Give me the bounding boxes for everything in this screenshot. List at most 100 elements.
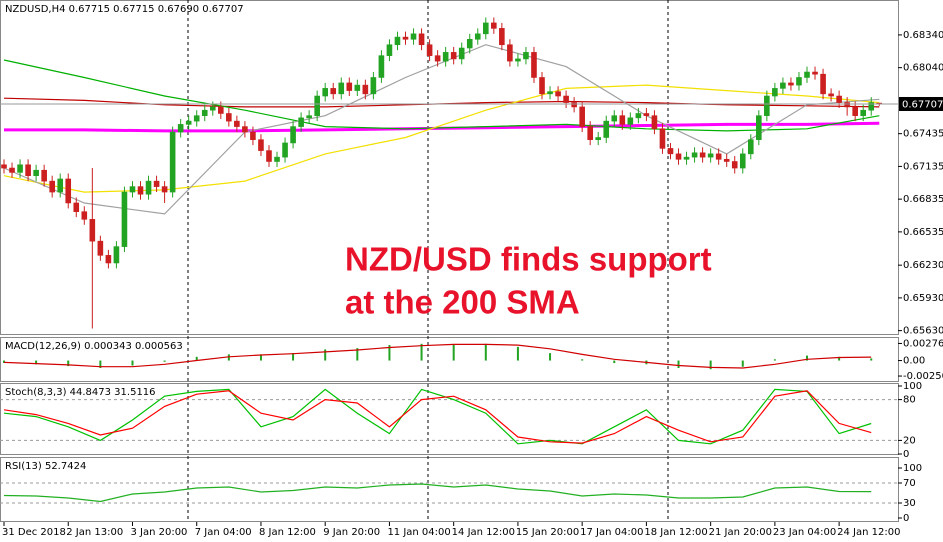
candle-body [65,178,72,204]
histogram-bar [773,359,776,361]
y-tick-label: 0 [903,513,909,524]
histogram-bar [838,356,841,361]
panel-title: MACD(12,26,9) 0.000343 0.000563 [5,341,183,352]
candle-body [828,93,834,97]
candle-body [41,169,47,182]
y-tick-label: 100 [903,463,922,474]
y-tick-label: 0.68040 [903,63,943,74]
histogram-bar [99,360,102,368]
histogram-bar [516,346,519,361]
annotation: NZD/USD finds support [345,241,712,278]
candle-body [193,115,200,122]
candle-body [346,82,353,91]
candle-body [643,113,650,116]
candle-body [635,113,642,119]
x-tick-label: 3 Jan 20:00 [130,527,187,538]
candle-body [723,159,730,162]
candle-body [306,115,312,119]
histogram-bar [227,354,230,361]
candle-body [386,44,393,56]
candle-body [418,33,425,46]
annotation: at the 200 SMA [345,284,580,321]
candle-body [852,106,858,116]
candle-body [820,73,826,95]
histogram-bar [388,345,391,361]
histogram-bar [67,360,70,367]
candle-body [185,120,192,125]
candle-body [707,153,714,158]
candle-body [57,178,64,193]
panel-title: Stoch(8,3,3) 44.8473 31.5116 [5,387,156,398]
histogram-bar [613,360,616,364]
candle-body [1,164,7,169]
candle-body [234,120,240,127]
candle-body [25,164,31,176]
price-label-box [899,96,943,111]
candle-body [362,84,369,95]
candle-body [17,164,23,173]
macd-panel [0,337,899,382]
histogram-bar [163,360,166,362]
candle-body [515,58,521,62]
candle-body [804,71,810,78]
histogram-bar [131,360,134,366]
histogram-bar [356,348,359,361]
candle-body [338,82,345,95]
candle-body [33,169,39,176]
candle-body [731,161,738,169]
candle-body [739,153,746,169]
histogram-bar [3,360,5,364]
y-tick-label: 0.65930 [903,293,943,304]
candle-body [161,186,168,193]
candle-body [523,52,529,60]
y-tick-label: 0.66535 [903,227,943,238]
candle-body [627,117,634,125]
candle-body [378,55,385,78]
candle-body [81,211,88,220]
candle-body [683,156,690,160]
x-tick-label: 15 Jan 20:00 [516,527,579,538]
candle-body [330,88,337,95]
y-tick-label: 20 [903,435,916,446]
candle-body [555,91,561,97]
candle-body [547,91,553,95]
candle-body [169,131,176,193]
candle-body [410,33,417,40]
histogram-bar [35,360,38,365]
candle-body [772,88,778,97]
candle-body [322,88,329,97]
x-tick-label: 24 Jan 12:00 [837,527,900,538]
candle-body [482,22,489,35]
histogram-bar [581,359,584,361]
y-tick-label: 0.65630 [903,326,943,337]
histogram-bar [195,356,198,361]
y-tick-label: 0 [903,449,909,460]
x-tick-label: 11 Jan 04:00 [387,527,450,538]
candle-body [539,77,545,95]
candle-body [49,180,55,193]
candle-body [587,126,593,140]
indicator-line [3,343,872,369]
candle-body [9,167,15,173]
candle-body [177,124,184,133]
histogram-bar [870,358,873,361]
candle-body [715,153,722,160]
panel-title: RSI(13) 52.7424 [5,461,86,472]
histogram-bar [420,343,423,361]
candle-body [860,109,867,116]
candle-body [474,33,481,40]
histogram-bar [484,343,487,361]
candle-body [250,131,256,140]
rsi-panel [0,457,899,522]
histogram-bar [452,344,455,361]
x-tick-label: 17 Jan 04:00 [580,527,643,538]
candle-body [619,115,626,125]
candle-body [370,77,377,95]
candle-body [266,150,272,162]
y-tick-label: 0.66230 [903,260,943,271]
candle-body [651,115,658,130]
candle-body [314,95,320,116]
y-tick-label: 0.002761 [903,338,943,349]
y-tick-label: 0.00 [903,356,925,367]
candle-body [89,219,96,242]
